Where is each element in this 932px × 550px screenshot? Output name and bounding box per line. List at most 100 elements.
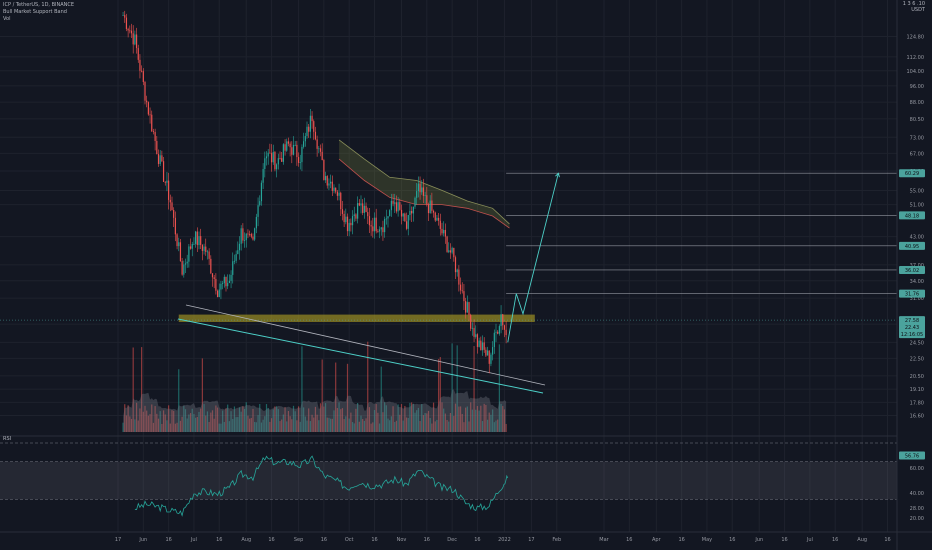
volume-bar [279,421,281,432]
candle-body [387,216,389,219]
candle-body [341,209,344,214]
time-tick-label: 16 [474,537,480,543]
volume-bar [237,417,239,432]
band-fill [339,139,510,229]
candle-body [319,148,322,152]
candle-body [330,181,332,184]
volume-bar [343,419,345,432]
volume-bar [149,414,151,432]
volume-bar [394,421,396,432]
volume-bar [183,406,185,432]
candle-body [242,228,244,241]
price-level-badge-label: 48.18 [905,213,919,219]
volume-bar [321,359,323,432]
candle-body [456,269,458,273]
volume-bar [130,418,133,432]
candle-body [149,114,151,116]
candle-body [127,28,129,31]
price-level-badge [899,265,925,274]
indicator-label: Bull Market Support Band [3,9,67,15]
candle-body [372,226,374,232]
price-axis[interactable]: 124.80 112.00 104.00 96.00 88.00 80.50 73.00 67… [896,0,925,550]
candle-body [389,210,391,217]
volume-bar [424,412,426,432]
candle-body [279,158,281,159]
volume-bar [498,344,500,432]
candle-body [249,233,251,235]
volume-bar [270,418,273,432]
candle-body [240,228,242,244]
volume-bar [254,421,256,432]
volume-bar [480,405,482,432]
symbol-title: ICP / TetherUS, 1D, BINANCE [3,2,75,8]
candle-body [318,148,320,150]
volume-bar [267,408,269,432]
volume-bar [252,408,254,432]
volume-bar [127,405,129,432]
time-tick-label: 16 [268,537,274,543]
volume-bar [468,421,470,432]
candle-body [188,246,190,262]
time-tick-label: 16 [424,537,430,543]
volume-bar [475,409,477,432]
volume-bar [357,403,359,432]
volume-bar [216,407,219,432]
volume-bar [345,416,347,432]
candle-body [503,325,506,330]
volume-bar [478,410,480,432]
candle-body [427,204,430,214]
candle-body [470,314,472,329]
candle-body [492,347,494,355]
volume-bar [429,418,431,432]
volume-bar [142,411,144,432]
volume-bar [451,343,453,432]
volume-bar [431,423,433,432]
volume-bar [159,411,161,432]
candle-body [301,146,303,163]
volume-bar [444,413,446,432]
time-tick-label: Aug [857,537,867,543]
price-tick-label: 24.50 [910,340,924,346]
candle-body [449,250,452,253]
volume-bar [269,421,271,432]
volume-bar [286,421,288,432]
volume-bar [223,421,225,432]
volume-bar [198,411,200,432]
price-tick-label: 67.00 [910,151,924,157]
volume-bar [483,403,485,432]
volume-bar [453,415,455,432]
candle-body [340,192,342,210]
price-tick-label: 88.00 [910,100,924,106]
volume-bar [141,347,143,432]
candle-body [159,155,161,164]
price-tick-label: 104.00 [907,69,925,75]
volume-bar [147,415,149,432]
candle-body [326,176,328,186]
time-tick-label: 2022 [498,537,511,543]
volume-bar [257,415,259,432]
candle-body [336,191,338,196]
candle-body [497,331,499,334]
volume-bar [282,414,284,432]
time-tick-label: 17 [115,537,121,543]
volume-bar [446,419,448,432]
candle-body [210,258,212,274]
volume-bar [227,404,229,432]
candle-body [308,126,310,132]
time-tick-label: Apr [652,537,662,543]
candle-body [144,81,146,101]
volume-bar [331,418,333,432]
candle-body [436,217,438,221]
price-level-badge-label: 36.02 [905,268,919,274]
candle-body [161,155,163,162]
volume-bar [434,421,436,432]
candle-body [375,217,377,232]
volume-bar [210,412,212,432]
time-axis[interactable]: 17 Jun 16 Jul 16 Aug 16 Sep 16 Oct 16 Nov 16 Dec 16 202… [0,531,932,543]
volume-bar [473,346,475,432]
volume-bar [380,366,382,432]
price-level-badge-label: 40.95 [905,244,919,250]
volume-bar [162,410,165,432]
volume-bar [459,406,462,432]
